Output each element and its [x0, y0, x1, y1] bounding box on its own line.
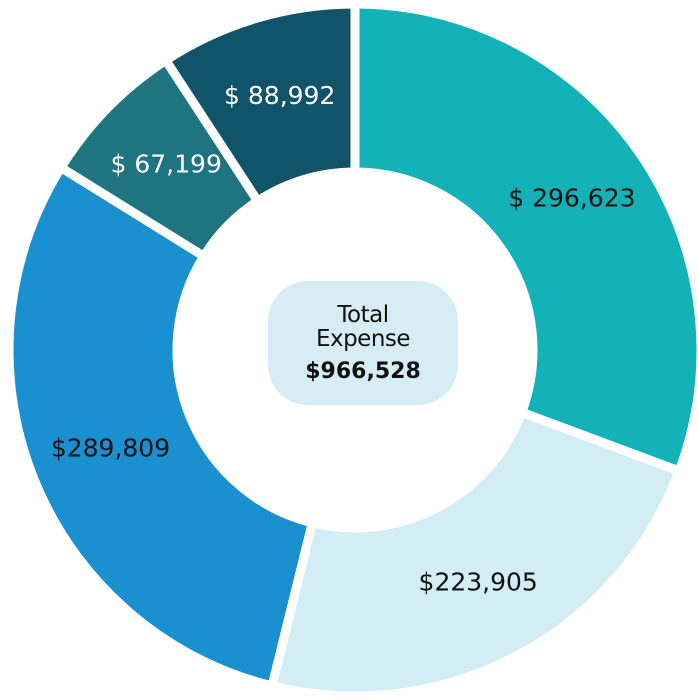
donut-slice — [350, 0, 698, 477]
center-box: Total Expense $966,528 — [268, 281, 458, 405]
data-label: $ 88,992 — [224, 81, 335, 110]
data-label: $ 67,199 — [111, 149, 222, 178]
donut-slice — [4, 161, 318, 692]
center-title: Total Expense — [315, 301, 411, 352]
data-label: $289,809 — [51, 434, 170, 463]
data-label: $223,905 — [419, 567, 538, 596]
donut-slice — [266, 406, 685, 700]
donut-slice — [159, 0, 360, 208]
data-label: $ 296,623 — [508, 183, 635, 212]
center-value: $966,528 — [305, 358, 421, 384]
